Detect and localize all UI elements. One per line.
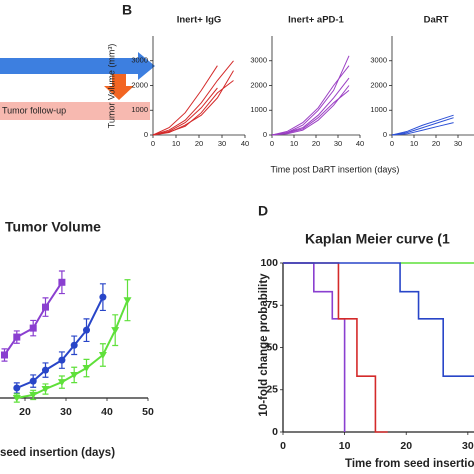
x-tick-label: 20 (400, 440, 412, 452)
y-tick-label: 0 (263, 130, 267, 139)
chart-title: Kaplan Meier curve (1 (305, 231, 450, 247)
growth-line (152, 87, 218, 136)
x-tick-label: 0 (151, 139, 155, 148)
y-tick-label: 2000 (250, 80, 267, 89)
x-tick-label: 40 (241, 139, 249, 148)
growth-line (271, 65, 350, 136)
x-tick-label: 30 (218, 139, 226, 148)
marker (29, 324, 37, 332)
x-tick-label: 30 (60, 406, 72, 418)
x-tick-label: 50 (142, 406, 154, 418)
survival-curve (283, 262, 346, 432)
y-tick-label: 0 (383, 130, 387, 139)
survival-curve (283, 262, 388, 433)
down-arrow-stem (112, 74, 126, 86)
x-axis-label: Time from seed insertion (days (345, 458, 474, 470)
y-tick-label: 1000 (370, 105, 387, 114)
x-tick-label: 20 (195, 139, 203, 148)
x-tick-label: 10 (172, 139, 180, 148)
chart-title: DaRT (424, 15, 449, 26)
x-tick-label: 0 (270, 139, 274, 148)
marker (57, 379, 66, 387)
growth-line (152, 65, 218, 136)
x-tick-label: 10 (339, 440, 351, 452)
growth-line (152, 60, 234, 136)
y-tick-label: 3000 (370, 56, 387, 65)
marker (58, 278, 66, 286)
follow-up-text: Tumor follow-up (2, 105, 66, 115)
marker (99, 293, 107, 301)
x-tick-label: 30 (454, 139, 462, 148)
marker (29, 377, 37, 385)
mean-line (16, 296, 104, 389)
marker (98, 351, 107, 359)
y-tick-label: 2000 (370, 80, 387, 89)
chart-title: Tumor Volume (5, 219, 101, 235)
x-tick-label: 10 (290, 139, 298, 148)
y-tick-label: 25 (266, 384, 278, 396)
panel-letter: D (258, 203, 268, 219)
marker (82, 365, 91, 373)
marker (41, 386, 50, 394)
x-tick-label: 30 (334, 139, 342, 148)
growth-line (391, 122, 454, 136)
y-tick-label: 0 (144, 130, 148, 139)
marker (123, 297, 132, 305)
y-axis-label: Tumor Volume (mm³) (106, 44, 116, 129)
x-tick-label: 10 (410, 139, 418, 148)
growth-line (152, 80, 234, 136)
x-tick-label: 40 (101, 406, 113, 418)
marker (70, 341, 78, 349)
x-tick-label: 20 (312, 139, 320, 148)
marker (42, 303, 49, 311)
y-tick-label: 2000 (131, 80, 148, 89)
y-tick-label: 3000 (131, 56, 148, 65)
follow-up-box (0, 102, 150, 120)
marker (42, 366, 49, 374)
y-tick-label: 1000 (131, 105, 148, 114)
growth-line (391, 114, 454, 136)
survival-curve (283, 262, 474, 378)
growth-line (271, 90, 350, 136)
marker (29, 391, 38, 399)
y-tick-label: 75 (266, 299, 278, 311)
x-tick-label: 0 (390, 139, 394, 148)
chart-title: Inert+ IgG (177, 15, 222, 26)
marker (70, 371, 79, 379)
growth-line (391, 117, 454, 136)
marker (13, 384, 21, 392)
y-tick-label: 100 (260, 257, 278, 269)
x-axis-label: seed insertion (days) (0, 447, 115, 459)
growth-line (152, 70, 234, 136)
x-tick-label: 20 (432, 139, 440, 148)
growth-line (271, 85, 350, 136)
x-tick-label: 20 (19, 406, 31, 418)
timeline-arrow (0, 52, 155, 80)
marker (1, 351, 8, 359)
marker (111, 327, 120, 335)
panel-letter: B (122, 2, 132, 18)
x-axis-label: Time post DaRT insertion (days) (271, 164, 400, 174)
marker (58, 356, 66, 364)
growth-line (271, 77, 350, 136)
x-tick-label: 40 (356, 139, 364, 148)
y-tick-label: 3000 (250, 56, 267, 65)
mean-line (3, 281, 63, 356)
y-tick-label: 0 (272, 426, 278, 438)
y-tick-label: 50 (266, 341, 278, 353)
marker (83, 326, 90, 334)
y-tick-label: 1000 (250, 105, 267, 114)
x-tick-label: 30 (462, 440, 474, 452)
marker (12, 395, 21, 402)
chart-title: Inert+ aPD-1 (288, 15, 344, 26)
x-tick-label: 0 (280, 440, 286, 452)
y-axis-label: 10-fold change probability (258, 273, 270, 417)
down-arrow-head (104, 86, 134, 100)
marker (13, 333, 21, 341)
